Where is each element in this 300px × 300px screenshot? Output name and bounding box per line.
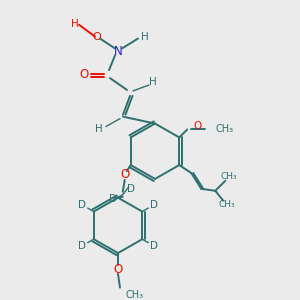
Text: N: N [114,45,122,58]
Text: O: O [93,32,101,42]
Text: D: D [78,241,86,251]
Text: CH₃: CH₃ [215,124,233,134]
Text: H: H [71,19,79,29]
Text: H: H [95,124,103,134]
Text: CH₃: CH₃ [221,172,238,182]
Text: H: H [141,32,149,42]
Text: D: D [127,184,135,194]
Text: O: O [113,263,123,276]
Text: D: D [78,200,86,210]
Text: O: O [80,68,88,81]
Text: CH₃: CH₃ [219,200,236,209]
Text: D: D [150,200,158,210]
Text: D: D [109,194,117,204]
Text: H: H [149,77,157,87]
Text: O: O [120,169,129,182]
Text: O: O [193,121,202,130]
Text: D: D [150,241,158,251]
Text: CH₃: CH₃ [126,290,144,300]
